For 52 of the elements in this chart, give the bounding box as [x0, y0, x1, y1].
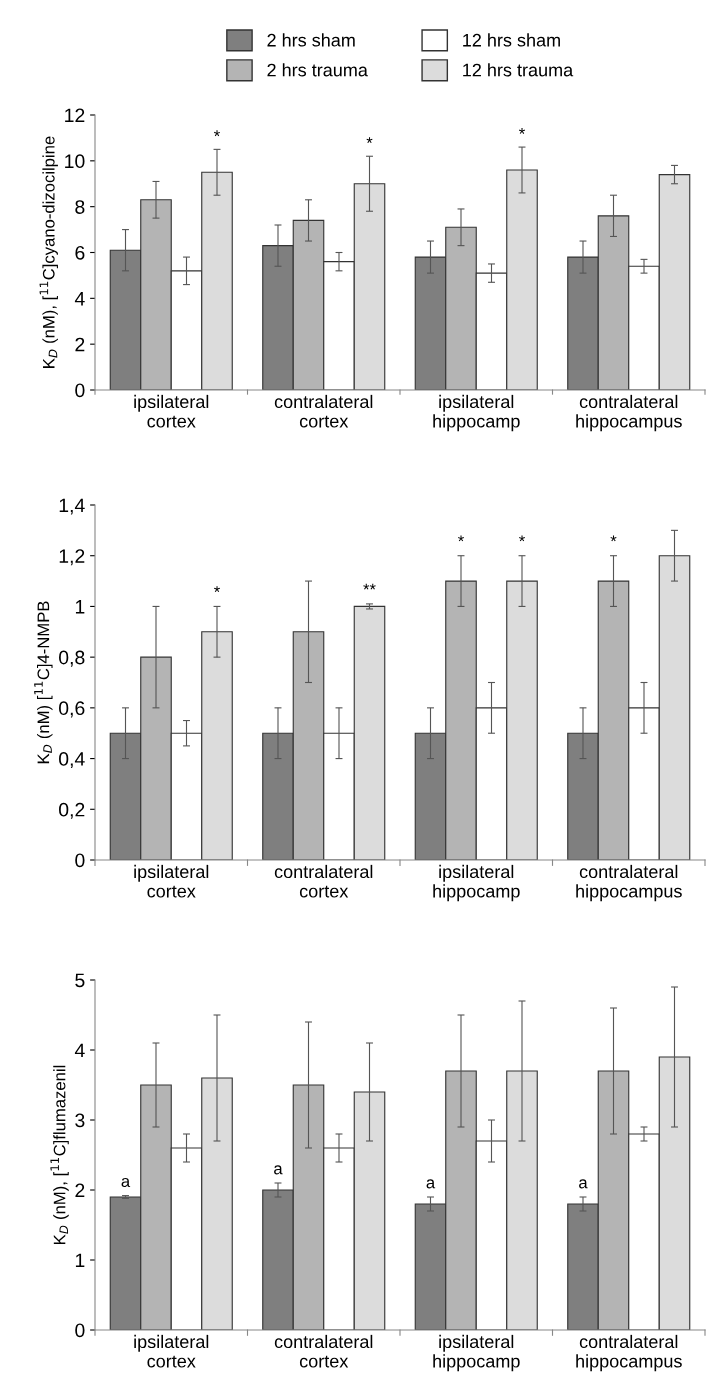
legend-label: 2 hrs sham — [267, 33, 355, 47]
legend-label: 12 hrs sham — [463, 33, 560, 47]
y-tick-label: 0,4 — [59, 752, 85, 769]
data-label: * — [519, 535, 525, 542]
y-tick-label: 2 — [75, 337, 85, 352]
data-label: * — [214, 130, 220, 137]
x-tick-label: ipsilateral hippocamp — [433, 864, 520, 902]
legend-label: 2 hrs trauma — [267, 63, 368, 77]
y-tick-label: 8 — [75, 200, 85, 214]
data-label: * — [458, 535, 464, 542]
x-tick-label: ipsilateral hippocamp — [433, 1334, 520, 1372]
data-label: a — [579, 1179, 588, 1189]
y-tick-label: 2 — [75, 1183, 85, 1198]
y-tick-label: 12 — [65, 108, 85, 123]
y-axis-title: K$_{D}$ (nM), [$^{11}$C]cyano-dizocilpine — [39, 136, 58, 368]
x-tick-label: ipsilateral cortex — [134, 1334, 209, 1368]
legend-label: 12 hrs trauma — [463, 63, 574, 77]
data-label: * — [519, 128, 525, 134]
data-label: * — [366, 137, 373, 144]
x-tick-label: contralateral cortex — [274, 1334, 373, 1368]
x-tick-label: ipsilateral hippocamp — [433, 394, 520, 432]
data-label: a — [274, 1165, 283, 1175]
y-tick-label: 10 — [65, 154, 85, 169]
y-axis-title: K$_{D}$ (nM) [$^{11}$C]4-NMPB — [34, 601, 53, 764]
y-tick-label: 0 — [75, 1323, 85, 1338]
y-tick-label: 0 — [75, 853, 85, 868]
data-label: * — [214, 586, 220, 593]
y-tick-label: 0,6 — [59, 701, 85, 718]
x-tick-label: ipsilateral cortex — [134, 864, 209, 898]
y-tick-label: 5 — [75, 973, 85, 988]
y-tick-label: 1,4 — [59, 498, 85, 515]
x-tick-label: contralateral cortex — [274, 864, 373, 898]
y-axis-title: K$_{D}$ (nM), [$^{11}$C]flumazenil — [50, 1065, 69, 1244]
y-tick-label: 0 — [75, 383, 85, 398]
x-tick-label: contralateral cortex — [274, 394, 373, 428]
y-tick-label: 4 — [74, 1043, 85, 1058]
y-tick-label: 0,2 — [59, 802, 85, 819]
y-tick-label: 1 — [75, 1253, 85, 1268]
y-tick-label: 1 — [75, 600, 85, 614]
data-label: ** — [363, 583, 376, 590]
y-tick-label: 6 — [75, 245, 85, 260]
data-label: a — [121, 1177, 131, 1188]
data-label: a — [426, 1179, 436, 1189]
data-label: * — [610, 535, 617, 542]
x-tick-label: ipsilateral cortex — [134, 394, 209, 428]
y-tick-label: 1,2 — [59, 549, 85, 566]
y-tick-label: 0,8 — [59, 650, 85, 667]
x-tick-label: contralateral hippocampus — [576, 394, 682, 432]
y-tick-label: 3 — [75, 1113, 85, 1128]
x-tick-label: contralateral hippocampus — [576, 1334, 682, 1372]
x-tick-label: contralateral hippocampus — [576, 864, 682, 902]
y-tick-label: 4 — [74, 292, 85, 306]
